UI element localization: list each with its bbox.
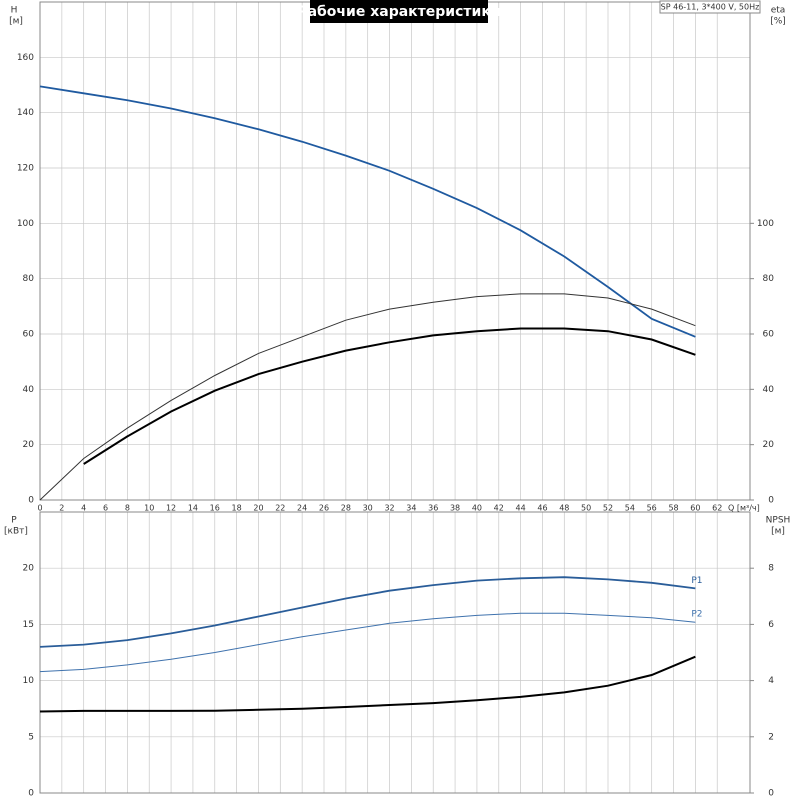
series-line <box>39 612 696 673</box>
x-tick-label: 32 <box>384 504 394 513</box>
x-tick-label: 20 <box>253 504 263 513</box>
y-tick-label: 0 <box>28 496 34 506</box>
x-tick-label: 62 <box>712 504 722 513</box>
y-axis-label: H <box>11 6 18 16</box>
x-tick-label: 60 <box>690 504 700 513</box>
x-tick-label: 24 <box>297 504 307 513</box>
y-tick-label: 5 <box>28 732 34 742</box>
y-tick-label: 20 <box>23 564 35 574</box>
y-axis-label: P <box>11 516 17 526</box>
x-tick-label: 6 <box>103 504 108 513</box>
y2-tick-label: 40 <box>763 385 775 395</box>
y-tick-label: 40 <box>23 385 35 395</box>
x-tick-label: 10 <box>144 504 154 513</box>
y-tick-label: 15 <box>23 620 34 630</box>
x-tick-label: 18 <box>232 504 242 513</box>
series-line <box>39 293 696 501</box>
x-tick-label: 16 <box>210 504 220 513</box>
series-line <box>39 85 696 338</box>
y2-tick-label: 4 <box>768 676 774 686</box>
y2-tick-label: 0 <box>768 496 774 506</box>
y2-tick-label: 0 <box>768 789 774 799</box>
x-tick-label: 30 <box>363 504 373 513</box>
x-tick-label: 14 <box>188 504 198 513</box>
y-tick-label: 10 <box>23 676 35 686</box>
y2-tick-label: 20 <box>763 440 775 450</box>
x-tick-label: 36 <box>428 504 438 513</box>
x-tick-label: 46 <box>537 504 547 513</box>
y-tick-label: 100 <box>17 219 34 229</box>
series-label: P1 <box>691 576 702 586</box>
series-line <box>39 576 696 648</box>
y2-axis-unit: [м] <box>771 527 785 537</box>
x-tick-label: 40 <box>472 504 482 513</box>
y2-tick-label: 6 <box>768 620 774 630</box>
y2-tick-label: 80 <box>763 274 775 284</box>
series-line <box>39 655 696 713</box>
x-tick-label: 34 <box>406 504 416 513</box>
y2-tick-label: 100 <box>757 219 774 229</box>
x-tick-label: 2 <box>59 504 64 513</box>
chart-title: Рабочие характеристики <box>297 4 500 20</box>
x-tick-label: 28 <box>341 504 351 513</box>
y-tick-label: 160 <box>17 53 34 63</box>
y-tick-label: 60 <box>23 330 35 340</box>
x-tick-label: 44 <box>516 504 526 513</box>
subtitle-box <box>659 0 761 14</box>
y-tick-label: 0 <box>28 789 34 799</box>
y2-axis-unit: [%] <box>770 17 786 27</box>
series-label: P2 <box>691 610 702 620</box>
x-tick-label: 48 <box>559 504 569 513</box>
x-tick-label: 22 <box>275 504 285 513</box>
title-box <box>310 0 488 23</box>
y-tick-label: 20 <box>23 440 35 450</box>
x-tick-label: 56 <box>647 504 657 513</box>
y-tick-label: 140 <box>17 108 34 118</box>
y2-tick-label: 8 <box>768 564 774 574</box>
x-tick-label: 12 <box>166 504 176 513</box>
x-tick-label: 58 <box>668 504 678 513</box>
x-tick-label: 0 <box>37 504 42 513</box>
y-tick-label: 120 <box>17 164 34 174</box>
x-tick-label: 8 <box>125 504 130 513</box>
x-tick-label: 38 <box>450 504 460 513</box>
y2-tick-label: 60 <box>763 330 775 340</box>
y2-tick-label: 2 <box>768 732 774 742</box>
y-axis-unit: [м] <box>9 17 23 27</box>
x-tick-label: 42 <box>494 504 504 513</box>
x-axis-label: Q [м³/ч] <box>728 504 760 513</box>
chart-subtitle: SP 46-11, 3*400 V, 50Hz <box>661 3 760 12</box>
x-tick-label: 52 <box>603 504 613 513</box>
y-axis-unit: [кВт] <box>4 527 28 537</box>
y2-axis-label: NPSH <box>766 516 791 526</box>
series-line <box>83 327 696 465</box>
x-tick-label: 50 <box>581 504 591 513</box>
plot-frame <box>39 511 751 794</box>
x-tick-label: 4 <box>81 504 86 513</box>
y2-axis-label: eta <box>771 6 786 16</box>
x-tick-label: 54 <box>625 504 635 513</box>
x-tick-label: 26 <box>319 504 329 513</box>
y-tick-label: 80 <box>23 274 35 284</box>
